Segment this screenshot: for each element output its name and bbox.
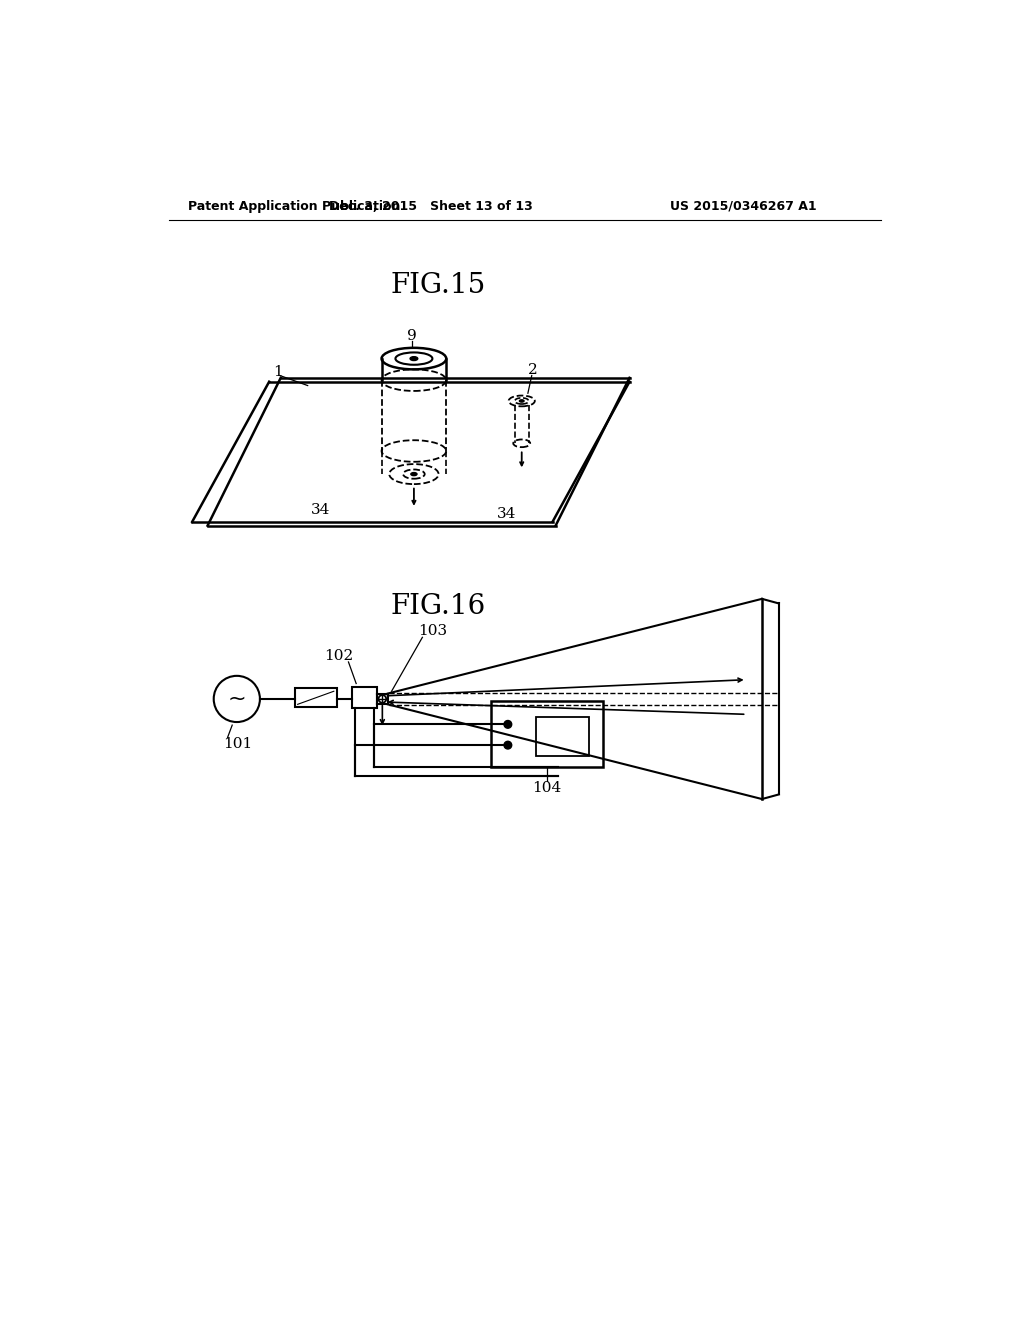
Bar xyxy=(536,718,590,756)
Text: ~: ~ xyxy=(227,689,246,709)
Text: 102: 102 xyxy=(324,649,353,663)
Ellipse shape xyxy=(410,356,418,360)
Ellipse shape xyxy=(519,400,524,403)
Text: Dec. 3, 2015   Sheet 13 of 13: Dec. 3, 2015 Sheet 13 of 13 xyxy=(329,199,532,213)
Text: 9: 9 xyxy=(407,329,417,342)
Circle shape xyxy=(504,742,512,748)
Text: FIG.16: FIG.16 xyxy=(391,593,486,620)
Ellipse shape xyxy=(411,473,417,475)
Text: 34: 34 xyxy=(311,503,331,516)
Text: 104: 104 xyxy=(532,781,561,795)
Text: 1: 1 xyxy=(273,364,283,379)
Bar xyxy=(490,701,602,767)
Circle shape xyxy=(504,721,512,729)
Text: US 2015/0346267 A1: US 2015/0346267 A1 xyxy=(670,199,816,213)
Text: Patent Application Publication: Patent Application Publication xyxy=(188,199,400,213)
Bar xyxy=(352,686,377,708)
Text: 2: 2 xyxy=(528,363,539,378)
Text: FIG.15: FIG.15 xyxy=(391,272,486,298)
Bar xyxy=(295,688,337,708)
Text: 101: 101 xyxy=(223,737,252,751)
Text: 34: 34 xyxy=(497,507,516,521)
Text: 103: 103 xyxy=(418,624,446,638)
